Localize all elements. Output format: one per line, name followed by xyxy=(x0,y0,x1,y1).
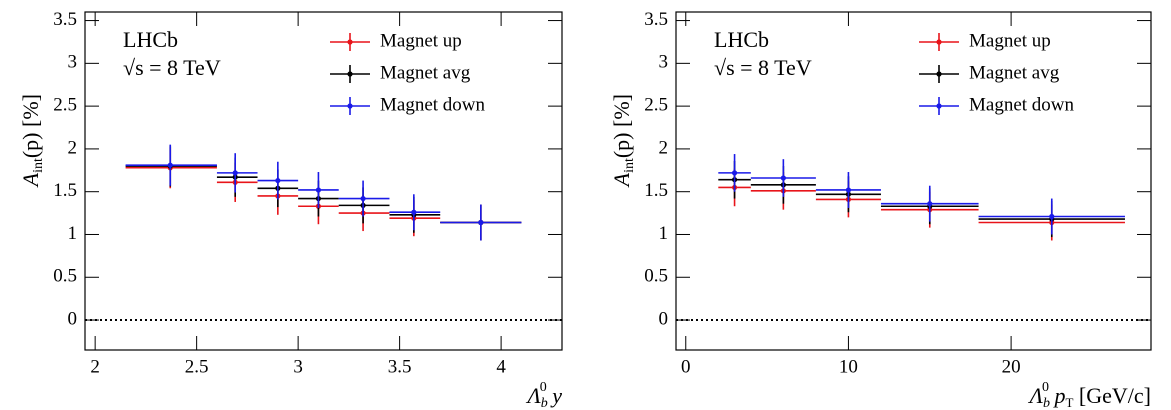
data-point xyxy=(360,195,366,202)
y-tick-label: 2.5 xyxy=(53,94,77,115)
y-tick-label: 0.5 xyxy=(644,266,668,287)
data-point xyxy=(478,219,484,226)
plot-frame xyxy=(675,11,1152,351)
y-tick-label: 1 xyxy=(659,223,669,244)
data-point xyxy=(845,187,852,193)
legend-marker xyxy=(936,71,942,77)
legend-label: Magnet up xyxy=(969,30,1051,51)
y-tick-label: 3 xyxy=(68,52,78,73)
data-point xyxy=(275,177,281,184)
y-axis-label: Aint(p) [%] xyxy=(18,94,46,188)
x-tick-label: 2 xyxy=(90,356,100,377)
y-tick-label: 3.5 xyxy=(53,9,77,30)
legend-marker xyxy=(347,71,353,77)
data-point xyxy=(315,187,322,193)
legend-marker xyxy=(936,103,942,109)
y-tick-label: 3.5 xyxy=(644,9,668,30)
y-label-part: (p) [%] xyxy=(18,94,43,158)
x-tick-label: 3 xyxy=(293,356,303,377)
y-label-part: A xyxy=(609,172,634,188)
y-tick-label: 2 xyxy=(68,137,78,158)
y-tick-label: 1.5 xyxy=(644,180,668,201)
y-label-part: int xyxy=(31,158,46,173)
x-tick-label: 10 xyxy=(839,356,858,377)
x-label-part: T xyxy=(1065,395,1073,410)
y-tick-label: 2.5 xyxy=(644,94,668,115)
x-label-part: y xyxy=(547,383,563,408)
y-label-part: A xyxy=(18,172,43,188)
y-label-part: (p) [%] xyxy=(609,94,634,158)
y-tick-label: 2 xyxy=(659,137,669,158)
data-point xyxy=(927,201,933,207)
data-point xyxy=(411,209,417,215)
x-label-part: 0 xyxy=(1042,380,1049,395)
data-point xyxy=(232,170,238,176)
legend-marker xyxy=(347,39,353,45)
x-label-part: p xyxy=(1049,383,1066,408)
y-tick-label: 1.5 xyxy=(53,180,77,201)
x-label-part: 0 xyxy=(540,380,547,395)
experiment-label: LHCb xyxy=(714,27,769,52)
x-label-part: [GeV/c] xyxy=(1073,383,1151,408)
plot-frame xyxy=(84,11,563,351)
legend-label: Magnet down xyxy=(380,94,486,115)
data-point xyxy=(167,162,173,168)
x-tick-label: 20 xyxy=(1002,356,1021,377)
legend-marker xyxy=(936,39,942,45)
data-point xyxy=(780,175,786,181)
x-tick-label: 0 xyxy=(681,356,691,377)
y-tick-label: 0 xyxy=(68,308,78,329)
legend-label: Magnet up xyxy=(380,30,462,51)
x-tick-label: 3.5 xyxy=(388,356,412,377)
x-axis-label: Λb0 y xyxy=(525,380,562,410)
x-axis-label: Λb0 pT [GeV/c] xyxy=(1028,380,1151,410)
y-tick-label: 0.5 xyxy=(53,266,77,287)
x-label-part: b xyxy=(1043,396,1050,410)
x-tick-label: 4 xyxy=(496,356,506,377)
x-label-part: Λ xyxy=(1028,383,1044,408)
y-axis-label: Aint(p) [%] xyxy=(609,94,637,188)
y-tick-label: 3 xyxy=(659,52,669,73)
legend-label: Magnet avg xyxy=(380,62,471,83)
data-point xyxy=(1049,213,1055,220)
experiment-label: LHCb xyxy=(123,27,178,52)
y-tick-label: 0 xyxy=(659,308,669,329)
panel: 0 0.5 1 1.5 2 2.5 3 3.5 0 10 20 Magnet up Magnet avg… xyxy=(609,9,1152,410)
y-label-part: int xyxy=(622,158,637,173)
legend-label: Magnet avg xyxy=(969,62,1060,83)
panel: 0 0.5 1 1.5 2 2.5 3 3.5 2 2.5 3 3.5 4 Magnet up Magnet… xyxy=(18,9,563,410)
energy-label: √s = 8 TeV xyxy=(714,55,812,80)
data-point xyxy=(731,170,738,176)
legend-marker xyxy=(347,103,353,109)
legend-label: Magnet down xyxy=(969,94,1075,115)
x-tick-label: 2.5 xyxy=(185,356,209,377)
y-tick-label: 1 xyxy=(68,223,78,244)
x-label-part: Λ xyxy=(525,383,541,408)
energy-label: √s = 8 TeV xyxy=(123,55,221,80)
x-label-part: b xyxy=(541,396,548,410)
